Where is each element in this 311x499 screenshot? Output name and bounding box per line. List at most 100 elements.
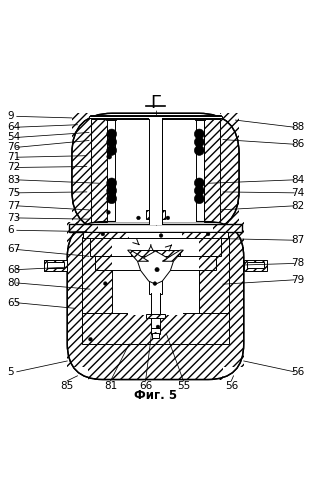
Text: 74: 74	[291, 188, 304, 198]
Circle shape	[107, 137, 117, 147]
Circle shape	[107, 146, 117, 155]
Bar	[204, 119, 220, 222]
Bar	[146, 210, 165, 219]
Bar	[107, 121, 115, 220]
Bar	[183, 233, 228, 238]
Bar	[149, 254, 162, 294]
FancyBboxPatch shape	[67, 222, 244, 380]
Bar	[199, 255, 216, 269]
Bar	[83, 233, 228, 238]
Bar	[90, 114, 221, 116]
Text: 66: 66	[139, 381, 152, 391]
Text: 79: 79	[291, 275, 304, 285]
Bar	[244, 260, 267, 270]
Text: Г: Г	[150, 94, 161, 112]
Bar	[69, 224, 98, 233]
Circle shape	[194, 146, 204, 155]
Bar	[47, 262, 64, 268]
Bar	[72, 113, 91, 228]
Bar	[69, 224, 242, 233]
Bar	[149, 116, 162, 225]
Bar	[82, 237, 112, 314]
Circle shape	[155, 267, 159, 272]
Bar	[223, 222, 244, 367]
Bar	[83, 233, 128, 238]
Circle shape	[89, 337, 92, 341]
Bar	[67, 222, 88, 367]
Bar	[44, 260, 67, 270]
Bar	[44, 260, 67, 270]
Text: 88: 88	[291, 122, 304, 132]
Circle shape	[107, 178, 117, 188]
Circle shape	[101, 232, 105, 236]
Circle shape	[166, 216, 170, 220]
Circle shape	[107, 129, 117, 139]
Bar	[199, 237, 229, 314]
Polygon shape	[128, 250, 149, 261]
Text: Фиг. 5: Фиг. 5	[134, 389, 177, 402]
Circle shape	[194, 129, 204, 139]
Text: 80: 80	[7, 278, 20, 288]
Text: 77: 77	[7, 201, 20, 211]
Circle shape	[194, 137, 204, 147]
Bar	[91, 116, 220, 119]
Text: 76: 76	[7, 142, 20, 152]
FancyBboxPatch shape	[72, 113, 239, 231]
Text: 75: 75	[7, 188, 20, 198]
Circle shape	[107, 194, 117, 204]
Circle shape	[159, 234, 163, 238]
Circle shape	[194, 194, 204, 204]
Bar	[128, 237, 183, 314]
Bar	[146, 314, 165, 318]
Bar	[220, 113, 239, 228]
Text: 84: 84	[291, 175, 304, 185]
Bar	[244, 260, 267, 270]
Bar	[152, 333, 159, 338]
Text: 68: 68	[7, 264, 20, 274]
Polygon shape	[126, 169, 185, 211]
Text: 85: 85	[61, 381, 74, 391]
Text: 9: 9	[7, 111, 13, 121]
Bar	[151, 328, 160, 334]
Polygon shape	[137, 251, 174, 284]
Text: 81: 81	[104, 381, 117, 391]
Bar	[82, 313, 229, 344]
Bar	[91, 238, 112, 255]
Bar	[91, 238, 220, 255]
Bar	[151, 328, 160, 334]
Bar	[162, 116, 196, 222]
Text: 83: 83	[7, 175, 20, 185]
Bar	[149, 118, 162, 225]
Text: 56: 56	[225, 381, 238, 391]
Bar	[106, 116, 116, 120]
Bar	[196, 121, 204, 220]
Bar	[131, 250, 180, 255]
Polygon shape	[162, 250, 183, 261]
Text: 73: 73	[7, 213, 20, 223]
Bar	[95, 255, 112, 269]
Circle shape	[194, 186, 204, 196]
Circle shape	[107, 211, 110, 214]
Bar	[151, 293, 160, 313]
Text: 5: 5	[7, 367, 13, 377]
Circle shape	[153, 282, 157, 285]
Text: 82: 82	[291, 201, 304, 211]
Bar	[44, 260, 67, 270]
Text: 87: 87	[291, 235, 304, 245]
Circle shape	[206, 232, 210, 236]
Text: 64: 64	[7, 122, 20, 132]
Bar	[151, 293, 160, 314]
Text: 65: 65	[7, 298, 20, 308]
Circle shape	[107, 154, 112, 159]
Bar	[146, 314, 165, 318]
Bar	[131, 250, 180, 255]
Bar	[195, 116, 205, 120]
Bar	[91, 119, 107, 222]
Bar	[199, 238, 220, 255]
Bar	[199, 237, 229, 314]
Bar	[82, 313, 229, 344]
Text: 6: 6	[7, 226, 13, 236]
Text: 72: 72	[7, 163, 20, 173]
Circle shape	[137, 216, 140, 220]
Text: 78: 78	[291, 258, 304, 268]
